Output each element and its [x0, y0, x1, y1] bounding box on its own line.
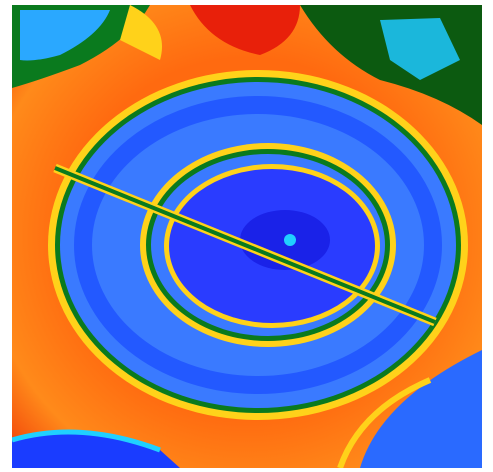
top-left-yellow [120, 5, 162, 60]
core-spot [284, 234, 296, 246]
image-area [12, 5, 482, 468]
top-right-cyan [380, 18, 460, 80]
bottom-right-blue [360, 350, 482, 468]
bottom-left-edge [12, 429, 161, 453]
top-left-cyan [20, 10, 110, 61]
top-red [190, 5, 300, 55]
bottom-left-blue [12, 432, 180, 468]
diagonal-line [54, 166, 436, 324]
outer-band [74, 96, 442, 394]
bottom-right-edge [337, 377, 432, 468]
